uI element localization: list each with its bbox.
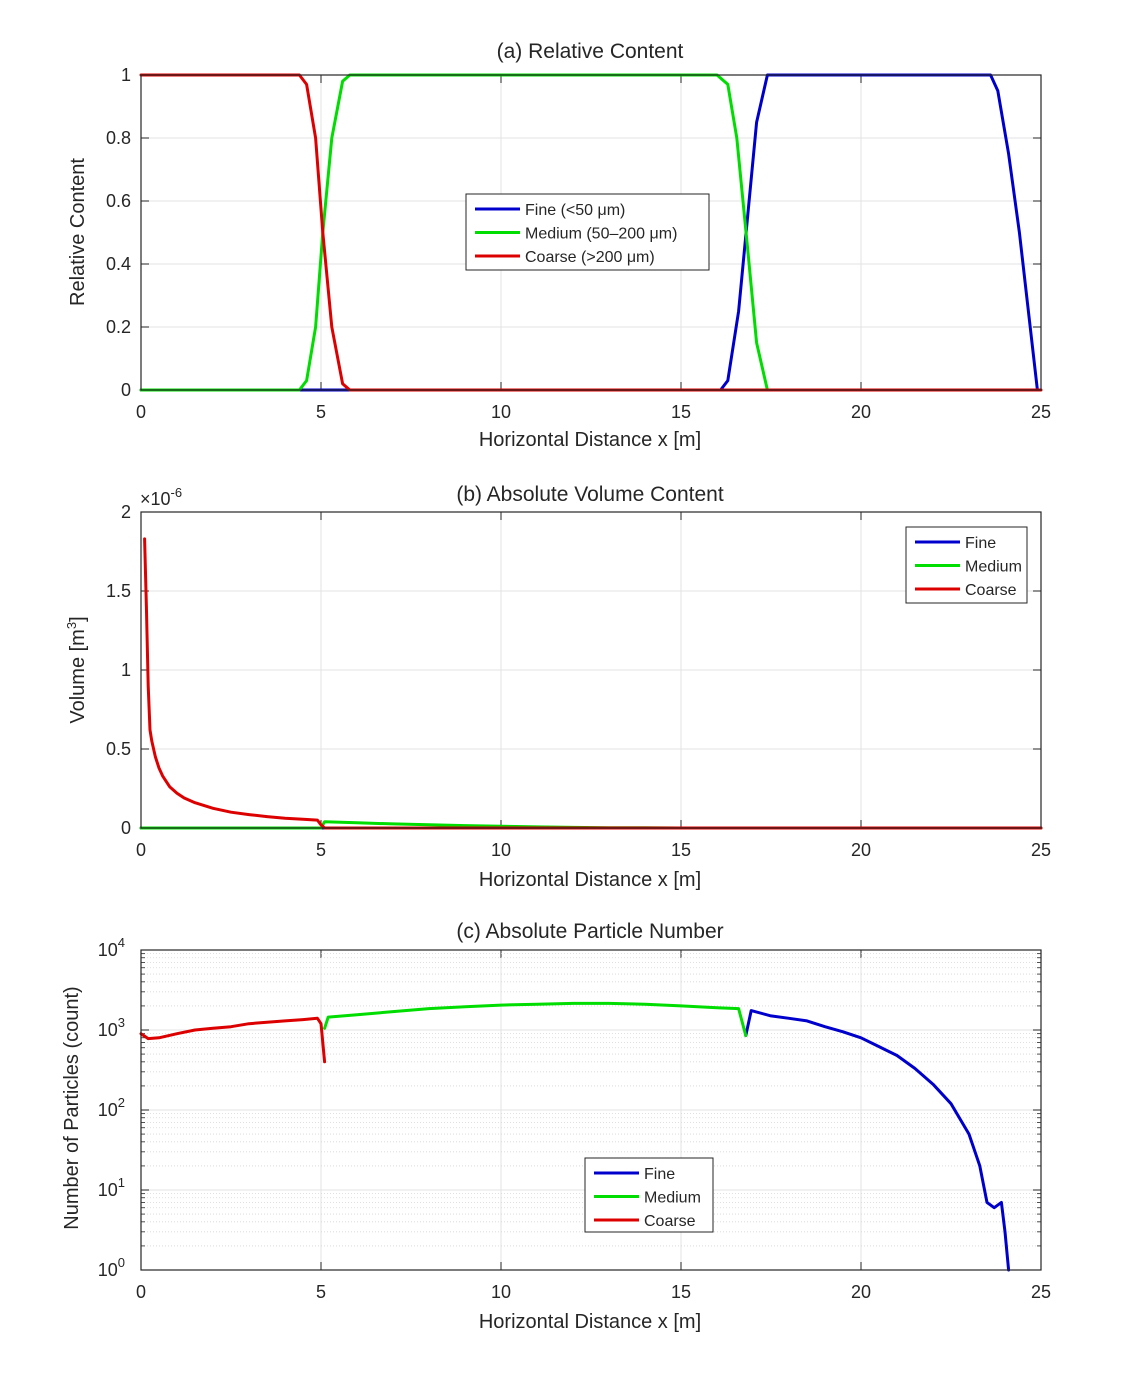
legend-label: Fine [644,1166,675,1183]
x-tick-label: 15 [671,1282,691,1302]
x-tick-label: 25 [1031,402,1051,422]
x-tick-label: 0 [136,1282,146,1302]
x-tick-label: 0 [136,840,146,860]
y-axis-label: Number of Particles (count) [61,986,83,1229]
axes-box [140,511,1042,829]
legend-label: Medium (50–200 μm) [525,226,677,243]
chart-title: (c) Absolute Particle Number [456,920,723,943]
y-tick-label: 0.6 [106,191,131,211]
panel-relative-content: (a) Relative Content Horizontal Distance… [67,40,1051,451]
legend: Fine Medium Coarse [584,1157,714,1233]
series-line-medium [139,73,769,392]
legend-label: Fine (<50 μm) [525,202,625,219]
x-tick-label: 25 [1031,1282,1051,1302]
chart-title: (b) Absolute Volume Content [456,483,723,506]
y-tick-label: 0 [121,380,131,400]
legend-label: Medium [965,559,1022,576]
legend-label: Fine [965,535,996,552]
x-tick-label: 10 [491,840,511,860]
x-tick-label: 5 [316,1282,326,1302]
y-tick-label: 103 [98,1015,125,1040]
legend-label: Coarse [644,1213,696,1230]
y-tick-label: 0.8 [106,128,131,148]
panel-absolute-particle-number: (c) Absolute Particle Number Horizontal … [61,920,1051,1333]
legend-label: Coarse (>200 μm) [525,249,655,266]
series-line-coarse [139,1016,327,1064]
x-tick-label: 15 [671,402,691,422]
x-tick-label: 25 [1031,840,1051,860]
y-tick-label: 0.5 [106,739,131,759]
y-tick-label: 1.5 [106,581,131,601]
y-tick-label: 2 [121,502,131,522]
y-tick-label: 101 [98,1175,125,1200]
y-tick-label: 102 [98,1095,125,1120]
x-axis-label: Horizontal Distance x [m] [479,429,701,451]
x-tick-label: 10 [491,1282,511,1302]
axes-box [140,74,1042,391]
y-axis-label-superscript: 3 [64,622,79,629]
x-tick-label: 5 [316,402,326,422]
legend: Fine (<50 μm) Medium (50–200 μm) Coarse (>… [465,193,710,271]
axes-box [140,949,1042,1271]
x-tick-label: 20 [851,1282,871,1302]
series-line-fine [744,1009,1011,1272]
x-tick-label: 20 [851,840,871,860]
panel-absolute-volume: (b) Absolute Volume Content Horizontal D… [64,483,1051,891]
y-tick-label: 1 [121,660,131,680]
y-axis-label: Volume [m3] [64,616,89,723]
y-axis-exponent: ×10-6 [140,485,182,509]
x-tick-label: 10 [491,402,511,422]
y-tick-label: 100 [98,1255,125,1280]
x-axis-label: Horizontal Distance x [m] [479,1311,701,1333]
y-tick-label: 0.2 [106,317,131,337]
y-tick-label: 104 [98,935,125,960]
x-tick-label: 20 [851,402,871,422]
x-axis-label: Horizontal Distance x [m] [479,869,701,891]
legend-label: Medium [644,1190,701,1207]
legend-label: Coarse [965,582,1017,599]
y-tick-label: 1 [121,65,131,85]
chart-title: (a) Relative Content [497,40,684,63]
y-axis-label: Relative Content [67,158,89,306]
series-line-coarse [139,73,1043,392]
x-tick-label: 5 [316,840,326,860]
legend: Fine Medium Coarse [905,526,1028,604]
y-tick-label: 0.4 [106,254,131,274]
x-tick-label: 0 [136,402,146,422]
x-tick-label: 15 [671,840,691,860]
y-tick-label: 0 [121,818,131,838]
series-line-medium [323,1001,748,1038]
y-axis-label-close: ] [67,616,89,622]
series-line-coarse [143,537,1043,830]
